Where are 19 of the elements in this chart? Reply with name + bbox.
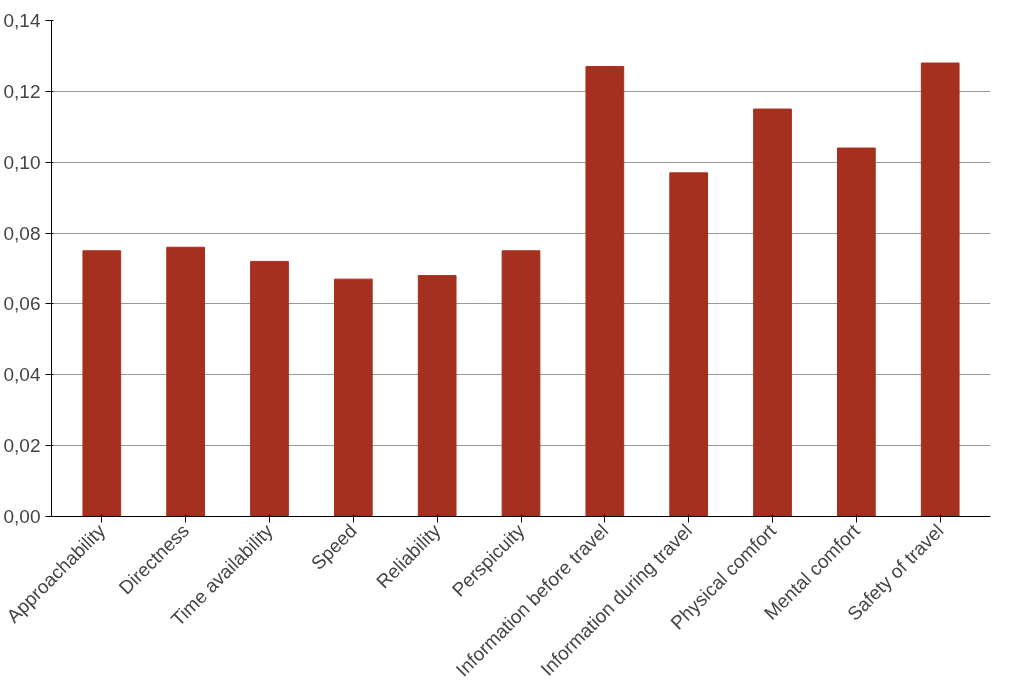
y-tick-label: 0,14: [3, 10, 41, 31]
bar: [585, 66, 625, 517]
y-tick-label: 0,06: [3, 293, 41, 315]
y-tick-label: 0,02: [3, 435, 41, 457]
y-tick-label: 0,00: [3, 506, 41, 527]
y-tick-label: 0,08: [3, 222, 41, 244]
bar: [836, 147, 876, 517]
bar: [920, 62, 960, 517]
y-tick-label: 0,04: [3, 364, 41, 386]
bar: [501, 250, 541, 517]
y-tick-label: 0,10: [3, 151, 41, 173]
bar: [82, 250, 122, 517]
bar: [166, 246, 206, 517]
bar: [333, 278, 373, 517]
bar: [250, 260, 289, 517]
bar: [669, 172, 709, 517]
bar: [753, 108, 792, 517]
bar: [417, 275, 457, 517]
y-tick-label: 0,12: [3, 80, 41, 102]
